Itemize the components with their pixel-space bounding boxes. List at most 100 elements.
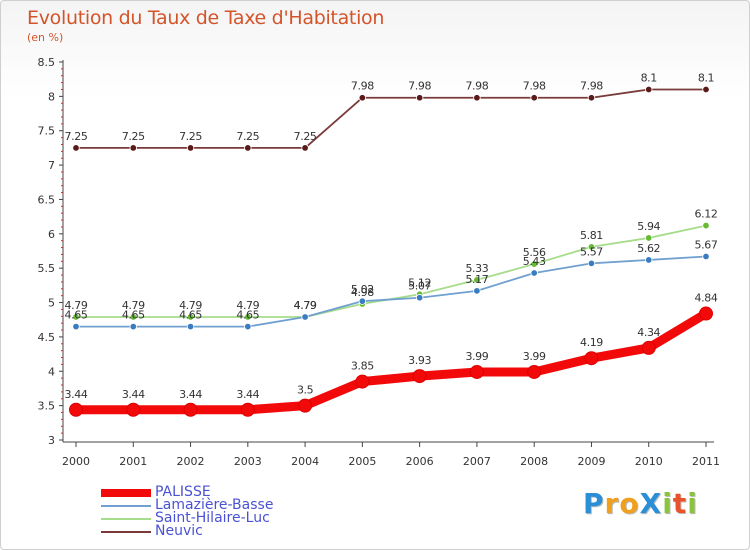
data-point (244, 313, 252, 321)
logo-letter: i (687, 487, 698, 520)
series-line-neuvic (75, 88, 707, 149)
x-tick-label: 2001 (119, 455, 147, 468)
data-point (186, 322, 195, 331)
data-label: 7.98 (580, 80, 603, 93)
logo-letter: t (672, 487, 688, 520)
data-point (473, 287, 481, 295)
data-label: 5.62 (637, 242, 660, 255)
data-point (584, 351, 599, 366)
data-point (412, 369, 427, 384)
data-label: 3.93 (408, 354, 431, 367)
data-point (702, 85, 710, 94)
data-label: 5.43 (523, 255, 546, 268)
y-tick-label: 8 (48, 90, 55, 103)
logo-letter: r (604, 487, 620, 520)
y-tick-label: 3 (48, 434, 55, 447)
x-tick-label: 2003 (234, 455, 262, 468)
logo-letter: P (583, 487, 605, 520)
data-point (129, 322, 137, 331)
data-point (301, 144, 309, 152)
data-point (358, 297, 367, 305)
data-label: 7.98 (351, 80, 374, 93)
data-point (72, 144, 80, 152)
data-point (473, 276, 481, 284)
data-label: 7.25 (65, 130, 88, 143)
data-point (72, 322, 80, 331)
data-point (469, 364, 484, 379)
legend-item: Saint-Hilaire-Luc (101, 510, 361, 526)
x-tick-label: 2011 (692, 455, 720, 468)
data-point (699, 306, 713, 321)
y-tick-label: 4.5 (38, 331, 56, 344)
data-label: 7.25 (294, 130, 317, 143)
data-point (527, 364, 542, 379)
data-point (530, 269, 538, 277)
data-label: 4.65 (179, 309, 202, 322)
data-label: 4.79 (179, 299, 202, 312)
data-point (587, 94, 596, 102)
data-point (72, 313, 80, 321)
data-point (641, 340, 656, 355)
data-label: 7.25 (236, 130, 259, 143)
data-point (645, 256, 653, 264)
data-label: 4.65 (65, 309, 88, 322)
data-label: 5.67 (695, 238, 718, 251)
data-label: 4.79 (122, 299, 145, 312)
legend-label: PALISSE (155, 484, 211, 500)
data-label: 8.1 (698, 71, 714, 84)
data-label: 7.25 (179, 130, 202, 143)
logo-letter: X (639, 487, 663, 520)
chart-subtitle: (en %) (27, 31, 64, 44)
data-point (244, 144, 252, 152)
legend-item: PALISSE (101, 484, 361, 500)
data-point (298, 398, 313, 413)
chart-title: Evolution du Taux de Taxe d'Habitation (27, 7, 385, 29)
y-tick-label: 7.5 (38, 125, 56, 138)
data-label: 5.94 (637, 220, 660, 233)
y-tick-label: 7 (48, 159, 55, 172)
legend-label: Saint-Hilaire-Luc (155, 510, 270, 526)
y-tick-label: 6.5 (38, 193, 56, 206)
data-point (587, 243, 596, 251)
x-tick-label: 2008 (520, 455, 548, 468)
data-point (702, 221, 710, 230)
data-label: 3.85 (351, 360, 374, 373)
y-tick-label: 5 (48, 297, 55, 310)
data-label: 5.12 (408, 276, 431, 289)
data-label: 4.79 (236, 299, 259, 312)
x-tick-label: 2004 (291, 455, 319, 468)
data-point (69, 402, 83, 417)
data-label: 4.19 (580, 336, 603, 349)
data-label: 3.99 (465, 350, 488, 363)
data-point (702, 252, 710, 261)
x-tick-label: 2009 (577, 455, 605, 468)
y-tick-label: 5.5 (38, 262, 56, 275)
data-label: 3.44 (65, 388, 88, 401)
data-label: 7.98 (408, 80, 431, 93)
x-tick-label: 2006 (406, 455, 434, 468)
x-tick-label: 2005 (348, 455, 376, 468)
x-tick-label: 2002 (177, 455, 205, 468)
data-point (358, 94, 367, 102)
data-point (415, 294, 424, 302)
series-line-palisse (71, 309, 711, 415)
data-label: 4.34 (637, 326, 660, 339)
data-label: 4.79 (65, 299, 88, 312)
legend-swatch (101, 505, 151, 507)
data-label: 7.25 (122, 130, 145, 143)
y-tick-label: 6 (48, 228, 55, 241)
legend-swatch (101, 489, 151, 497)
data-label: 3.44 (179, 388, 202, 401)
data-point (530, 260, 538, 268)
data-label: 4.84 (695, 292, 718, 305)
data-point (473, 94, 481, 102)
logo-letter: i (662, 487, 673, 520)
series-line-lamazi-re-basse (75, 255, 707, 328)
y-tick-label: 3.5 (38, 400, 56, 413)
data-label: 5.17 (465, 273, 488, 286)
data-label: 4.98 (351, 286, 374, 299)
data-label: 8.1 (641, 71, 657, 84)
series-line-saint-hilaire-luc (75, 224, 707, 318)
